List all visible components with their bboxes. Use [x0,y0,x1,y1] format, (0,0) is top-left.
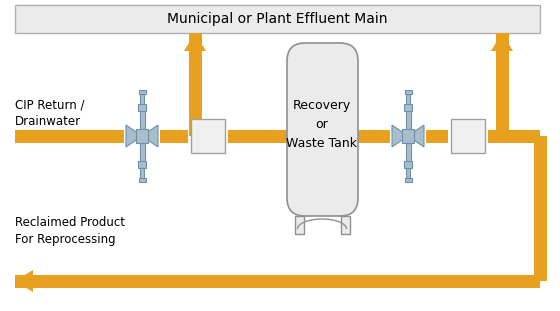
Bar [136,129,148,143]
Bar [488,129,540,142]
FancyBboxPatch shape [287,43,358,216]
Polygon shape [408,125,424,147]
Bar [356,129,390,142]
Bar [406,94,410,104]
Bar [404,161,412,168]
Bar [15,275,540,287]
Bar [534,136,547,281]
Bar [15,129,124,142]
Polygon shape [392,125,408,147]
Polygon shape [184,33,206,51]
Bar [402,129,414,143]
Bar [405,109,410,129]
Bar [228,129,289,142]
Bar [15,5,540,33]
Bar [451,119,485,153]
Bar [405,143,410,163]
Polygon shape [126,125,142,147]
Text: Reclaimed Product
For Reprocessing: Reclaimed Product For Reprocessing [15,216,125,246]
Bar [295,216,304,234]
Bar [406,168,410,178]
Bar [140,168,144,178]
Bar [138,90,146,94]
Bar [139,109,144,129]
Text: Recovery
or
Waste Tank: Recovery or Waste Tank [287,99,357,150]
Text: CIP Return /
Drainwater: CIP Return / Drainwater [15,98,85,128]
Bar [140,94,144,104]
Text: Municipal or Plant Effluent Main: Municipal or Plant Effluent Main [167,12,388,26]
Polygon shape [491,33,513,51]
Bar [138,161,146,168]
Bar [189,33,202,136]
Polygon shape [15,270,33,292]
Bar [404,104,412,111]
Bar [426,129,448,142]
Bar [341,216,350,234]
Bar [496,33,508,136]
Bar [160,129,188,142]
Polygon shape [289,125,307,147]
Bar [138,178,146,182]
Polygon shape [142,125,158,147]
Bar [404,90,412,94]
Bar [191,119,225,153]
Bar [404,178,412,182]
Bar [138,104,146,111]
Bar [139,143,144,163]
